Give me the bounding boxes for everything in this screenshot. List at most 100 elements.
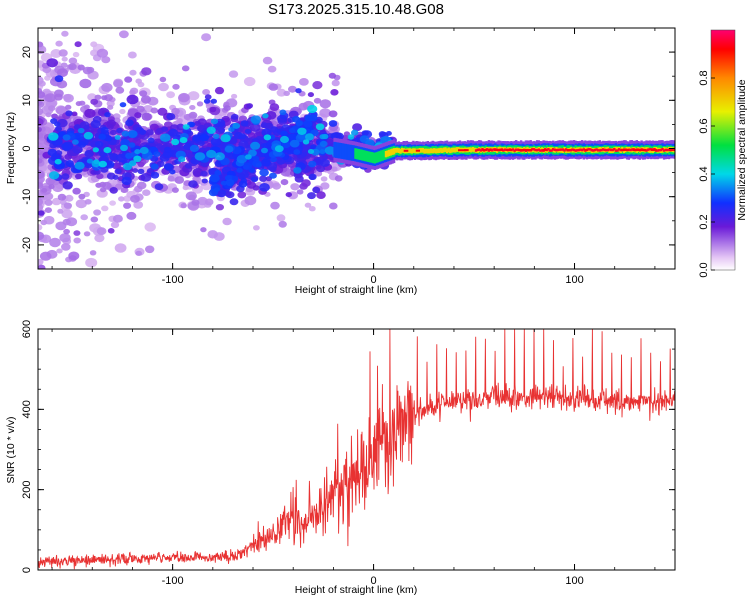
spectrogram-cell [329, 202, 338, 210]
snr-x-tick-label: 0 [371, 575, 377, 587]
spectrogram-cell [220, 180, 227, 186]
spectrogram-ridge-cell [335, 142, 338, 158]
spectrogram-cell [38, 158, 43, 164]
spectrogram-cell [129, 89, 136, 95]
spectrogram-cell [101, 95, 108, 101]
spectrogram-ridge-cell [476, 148, 479, 151]
spectrogram-cell [140, 173, 152, 182]
spectrogram-ridge-peak [482, 149, 488, 151]
spectrogram-cell [38, 210, 45, 216]
spectrogram-cell [250, 115, 262, 124]
spectrogram-cell [261, 147, 268, 154]
spectrogram-cell [61, 243, 71, 251]
spectrogram-cell [139, 146, 149, 155]
colorbar-tick-label: 0.6 [698, 118, 710, 133]
spectrogram-ridge-peak [524, 149, 533, 151]
spectrogram-ridge-cell [558, 148, 561, 151]
spectrogram-cell [72, 139, 79, 145]
spectrogram-ridge-cell [658, 149, 661, 152]
spectrogram-ridge-cell [346, 144, 349, 160]
spectrogram-cell [38, 149, 43, 156]
spectrogram-cell [324, 146, 336, 155]
spectrogram-cell [188, 180, 198, 188]
colorbar: 0.0 0.2 0.4 0.6 0.8 Normalized spectral ampl… [698, 29, 748, 278]
spectrogram-ridge-cell [355, 148, 359, 160]
spectrogram-ridge-cell [581, 148, 584, 152]
spectrogram-cell [139, 90, 148, 97]
spectrogram-cell [49, 171, 60, 180]
spectrogram-ridge-cell [407, 148, 410, 154]
spectrogram-cell [245, 154, 252, 160]
spectrogram-cell [107, 228, 115, 234]
spectrogram-cell [270, 126, 279, 133]
spectrogram-cell [298, 102, 309, 111]
spectrogram-ridge-cell [648, 148, 651, 151]
spectrogram-ridge-cell [439, 147, 442, 153]
spectrogram-cell [244, 128, 252, 134]
spectrogram-cell [96, 227, 107, 236]
spectrogram-cell [196, 101, 204, 107]
spectrogram-cell [120, 144, 128, 152]
spectrogram-ridge-cell [410, 148, 413, 154]
spectrogram-cell [65, 104, 72, 110]
spectrogram-cell [38, 91, 46, 99]
spectrogram-ridge-cell [572, 148, 576, 152]
spectrogram-cell [55, 126, 62, 132]
spectrogram-ridge-cell [359, 149, 362, 160]
spectrogram-cell [259, 168, 269, 177]
spectrogram-cell [154, 183, 164, 191]
spectrogram-x-tick-label: 0 [371, 274, 377, 286]
spectrogram-ridge-cell [548, 149, 552, 152]
colorbar-ticks: 0.0 0.2 0.4 0.6 0.8 [698, 70, 715, 278]
spectrogram-ridge-cell [616, 146, 619, 152]
spectrogram-cell [246, 103, 254, 109]
spectrogram-cell [289, 127, 296, 134]
spectrogram-ridge-cell [388, 149, 391, 157]
spectrogram-cell [57, 193, 67, 201]
spectrogram-cell [192, 134, 202, 142]
spectrogram-ridge-cell [336, 142, 339, 159]
spectrogram-cell [77, 64, 85, 71]
spectrogram-cell [134, 149, 141, 155]
snr-x-tick-label: 100 [565, 575, 583, 587]
spectrogram-ridge-cell [396, 147, 399, 153]
spectrogram-cell [330, 132, 339, 140]
spectrogram-cell [201, 33, 212, 42]
spectrogram-cell [123, 202, 132, 209]
spectrogram-cell [174, 176, 185, 184]
spectrogram-cell [75, 173, 83, 180]
colorbar-tick-label: 0.0 [698, 262, 710, 277]
spectrogram-cell [79, 78, 92, 89]
spectrogram-ridge-cell [455, 147, 458, 152]
spectrogram-cell [100, 187, 107, 193]
spectrogram-cell [214, 152, 225, 161]
spectrogram-cell [124, 76, 133, 83]
spectrogram-ridge-cell [360, 149, 364, 161]
spectrogram-ridge-cell [511, 148, 515, 151]
spectrogram-cell [307, 92, 314, 98]
spectrogram-y-tick-label: 0 [21, 145, 33, 151]
spectrogram-cell [58, 49, 68, 57]
spectrogram-ridge-cell [478, 148, 481, 151]
spectrogram-ridge-cell [389, 149, 393, 156]
spectrogram-ridge-cell [343, 143, 346, 160]
spectrogram-ridge-cell [471, 147, 474, 152]
spectrogram-cell [84, 108, 96, 118]
spectrogram-cell [63, 202, 72, 209]
spectrogram-cell [83, 131, 94, 140]
colorbar-label: Normalized spectral amplitude [736, 79, 748, 220]
spectrogram-cell [223, 105, 231, 112]
spectrogram-cell [171, 107, 180, 115]
spectrogram-cell [200, 170, 208, 177]
spectrogram-cell [48, 132, 59, 141]
spectrogram-cell [136, 181, 147, 190]
spectrogram-cell [283, 90, 291, 96]
spectrogram-cell [331, 79, 340, 87]
spectrogram-ridge-cell [421, 147, 425, 153]
spectrogram-ridge-cell [646, 148, 650, 151]
spectrogram-cell [184, 163, 192, 169]
spectrogram-cell [209, 106, 217, 113]
spectrogram-ridge-cell [363, 150, 367, 162]
spectrogram-ridge-cell [436, 148, 439, 154]
